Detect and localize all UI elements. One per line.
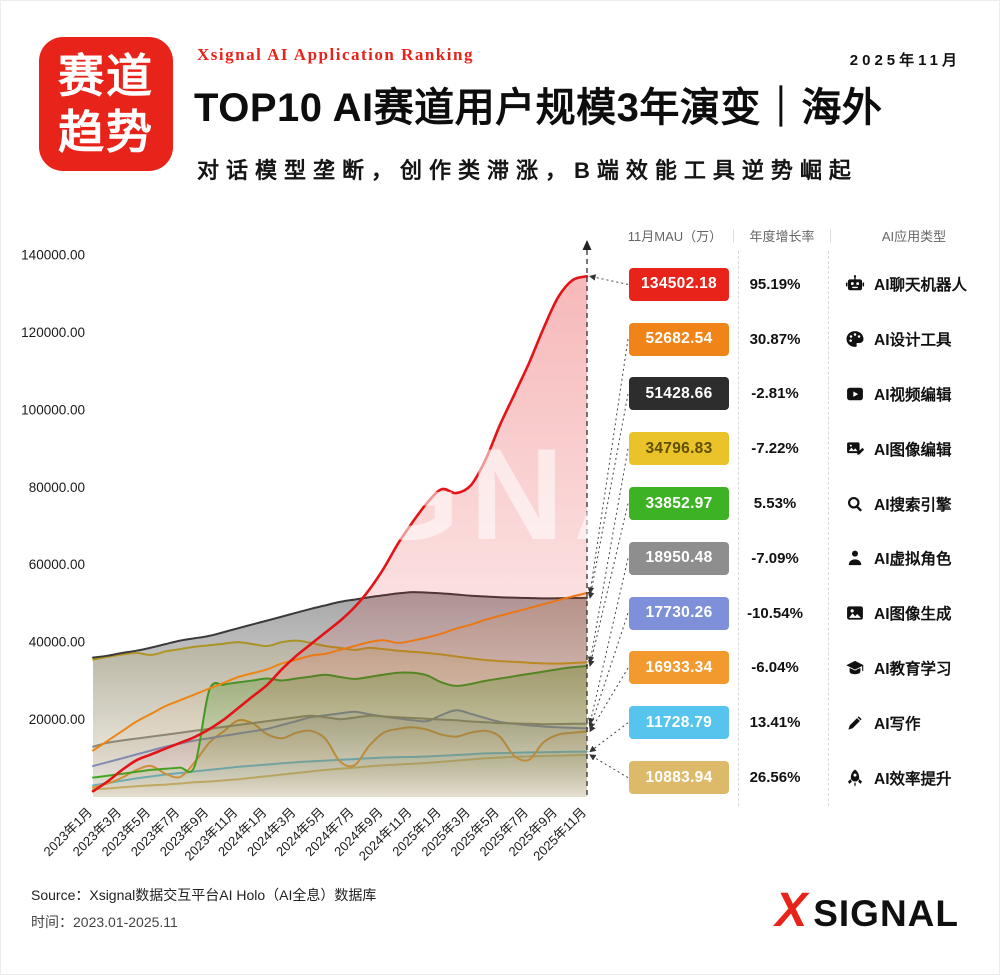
growth-rate: 30.87%	[749, 330, 801, 348]
page-title: TOP10 AI赛道用户规模3年演变｜海外	[194, 86, 883, 130]
mau-value-badge: 18950.48	[629, 541, 729, 575]
mau-value-badge: 17730.26	[629, 596, 729, 630]
svg-text:120000.00: 120000.00	[21, 325, 85, 340]
report-date: 2025年11月	[849, 52, 961, 69]
mau-value-badge: 134502.18	[629, 267, 729, 301]
app-type-label: AI设计工具	[874, 332, 952, 350]
mau-value-badge: 11728.79	[629, 706, 729, 740]
logo-x-mark: X	[775, 884, 808, 937]
column-separator: ｜	[824, 228, 838, 244]
table-row: 51428.66 -2.81% AI视频编辑	[623, 367, 991, 422]
app-type-label: AI视频编辑	[874, 386, 952, 404]
svg-text:60000.00: 60000.00	[29, 557, 85, 572]
app-type: AI搜索引擎	[845, 493, 952, 515]
column-divider	[828, 251, 829, 806]
time-line: 时间：2023.01-2025.11	[31, 914, 178, 930]
image-edit-icon	[845, 439, 865, 459]
table-row: 11728.79 13.41% AI写作	[623, 695, 991, 750]
growth-rate: 13.41%	[749, 714, 801, 732]
app-type-label: AI虚拟角色	[874, 551, 952, 569]
video-edit-icon	[845, 384, 865, 404]
growth-rate: -7.22%	[751, 440, 799, 458]
column-separator: ｜	[727, 228, 741, 244]
writing-pen-icon	[845, 713, 865, 733]
table-row: 18950.48 -7.09% AI虚拟角色	[623, 531, 991, 586]
app-type: AI聊天机器人	[845, 273, 967, 295]
table-row: 17730.26 -10.54% AI图像生成	[623, 586, 991, 641]
logo-wordmark: SIGNAL	[813, 893, 959, 934]
app-type: AI虚拟角色	[845, 547, 952, 569]
growth-rate: -6.04%	[751, 659, 799, 677]
growth-rate: 26.56%	[749, 769, 801, 787]
app-type: AI视频编辑	[845, 383, 952, 405]
robot-icon	[845, 274, 865, 294]
footer: Source：Xsignal数据交互平台AI Holo（AI全息）数据库 时间：…	[31, 885, 376, 932]
growth-rate: 5.53%	[753, 495, 797, 513]
app-type-label: AI写作	[874, 715, 921, 733]
app-type: AI图像编辑	[845, 438, 952, 460]
app-type: AI教育学习	[845, 657, 952, 679]
area-chart: 140000.00 120000.00 100000.00 80000.00 60000…	[21, 240, 592, 864]
table-row: 16933.34 -6.04% AI教育学习	[623, 641, 991, 696]
xsignal-logo: X SIGNAL	[775, 883, 959, 938]
app-type-label: AI聊天机器人	[874, 277, 968, 295]
col-header-growth: 年度增长率	[749, 228, 815, 244]
table-row: 34796.83 -7.22% AI图像编辑	[623, 421, 991, 476]
svg-text:80000.00: 80000.00	[29, 480, 85, 495]
svg-text:140000.00: 140000.00	[21, 248, 85, 263]
app-type: AI图像生成	[845, 602, 952, 624]
mau-value-badge: 10883.94	[629, 761, 729, 795]
table-header-row: 11月MAU（万） ｜ 年度增长率 ｜ AI应用类型	[623, 221, 991, 249]
search-icon	[845, 494, 865, 514]
mau-value-badge: 51428.66	[629, 377, 729, 411]
ranking-table: 11月MAU（万） ｜ 年度增长率 ｜ AI应用类型 134502.18 95.1…	[623, 221, 991, 806]
corner-badge-line2: 趋势	[58, 106, 154, 158]
kicker: Xsignal AI Application Ranking	[197, 45, 474, 64]
table-row: 134502.18 95.19% AI聊天机器人	[623, 257, 991, 312]
app-type-label: AI搜索引擎	[874, 496, 952, 514]
table-row: 52682.54 30.87% AI设计工具	[623, 312, 991, 367]
col-header-mau: 11月MAU（万）	[627, 228, 723, 244]
app-type-label: AI图像编辑	[874, 441, 952, 459]
app-type: AI写作	[845, 712, 921, 734]
rocket-icon	[845, 768, 865, 788]
virtual-character-icon	[845, 548, 865, 568]
app-type-label: AI教育学习	[874, 660, 952, 678]
growth-rate: 95.19%	[749, 275, 801, 293]
palette-icon	[845, 329, 865, 349]
growth-rate: -7.09%	[751, 549, 799, 567]
corner-badge-line1: 赛道	[58, 50, 154, 102]
svg-text:20000.00: 20000.00	[29, 712, 85, 727]
column-divider	[738, 251, 739, 806]
svg-text:40000.00: 40000.00	[29, 635, 85, 650]
corner-badge: 赛道 趋势	[39, 37, 173, 171]
mau-value-badge: 34796.83	[629, 432, 729, 466]
mau-value-badge: 33852.97	[629, 487, 729, 521]
table-row: 33852.97 5.53% AI搜索引擎	[623, 476, 991, 531]
table-rows: 134502.18 95.19% AI聊天机器人 52682.54 30.87% AI设计…	[623, 257, 991, 805]
subtitle: 对话模型垄断，创作类滞涨，B端效能工具逆势崛起	[197, 158, 858, 183]
mau-value-badge: 16933.34	[629, 651, 729, 685]
app-type-label: AI图像生成	[874, 606, 952, 624]
education-icon	[845, 658, 865, 678]
source-line: Source：Xsignal数据交互平台AI Holo（AI全息）数据库	[31, 887, 377, 903]
mau-value-badge: 52682.54	[629, 322, 729, 356]
table-row: 10883.94 26.56% AI效率提升	[623, 750, 991, 805]
app-type: AI设计工具	[845, 328, 952, 350]
growth-rate: -2.81%	[751, 385, 799, 403]
app-type: AI效率提升	[845, 767, 952, 789]
col-header-type: AI应用类型	[881, 228, 947, 244]
growth-rate: -10.54%	[747, 604, 803, 622]
app-type-label: AI效率提升	[874, 770, 952, 788]
image-generation-icon	[845, 603, 865, 623]
svg-text:100000.00: 100000.00	[21, 402, 85, 417]
